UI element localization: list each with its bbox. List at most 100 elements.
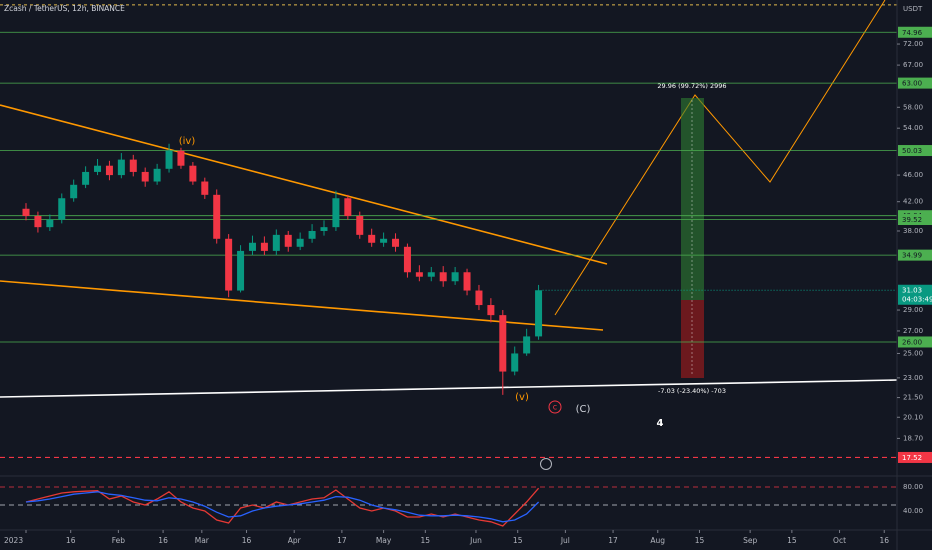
profit-zone [681, 98, 704, 300]
candle-body [320, 227, 328, 231]
x-tick-label: 15 [421, 536, 431, 545]
candle-body [475, 290, 483, 306]
wave-label: (v) [515, 392, 529, 403]
candle-body [153, 168, 161, 182]
loss-label: -7.03 (-23.40%) -703 [658, 387, 726, 395]
rsi-line [25, 491, 540, 523]
candle-body [499, 315, 507, 372]
level-box [898, 249, 932, 261]
last-price-label: 31.03 [902, 286, 922, 294]
candle-body [260, 242, 268, 251]
last-price-box [898, 284, 932, 305]
x-tick-label: 2023 [4, 536, 23, 545]
rsi-tick-label: 80.00 [903, 483, 923, 491]
candle-body [94, 165, 102, 172]
candle-body [213, 194, 221, 239]
level-box [898, 77, 932, 89]
candle-body [70, 184, 78, 199]
y-tick-label: 38.00 [903, 227, 923, 235]
candle-body [189, 165, 197, 182]
candle-body [511, 353, 519, 372]
candle-body [332, 198, 340, 228]
candle-body [296, 238, 304, 247]
x-tick-label: 15 [695, 536, 705, 545]
wave-label: c [553, 403, 557, 412]
candle-body [34, 215, 42, 228]
candle-body [22, 208, 30, 216]
candle-body [344, 198, 352, 216]
wave-label: (iv) [179, 136, 196, 147]
level-box [898, 26, 932, 38]
x-tick-label: 16 [158, 536, 168, 545]
candle-body [141, 171, 149, 182]
candle-body [439, 272, 447, 282]
y-tick-label: 29.00 [903, 306, 923, 314]
rsi-line [25, 487, 540, 527]
candle-body [82, 171, 90, 185]
y-tick-label: 46.00 [903, 171, 923, 179]
countdown: 04:03:49 [902, 295, 932, 303]
x-tick-label: 15 [787, 536, 797, 545]
event-icon[interactable] [540, 458, 552, 470]
x-tick-label: 16 [66, 536, 76, 545]
candle-body [237, 250, 245, 291]
y-tick-label: 54.00 [903, 124, 923, 132]
level-box [898, 145, 932, 157]
candle-body [129, 159, 137, 172]
candle-body [427, 272, 435, 277]
candle-body [225, 238, 233, 291]
level-box [898, 336, 932, 348]
candle-body [284, 234, 292, 247]
candle-body [165, 150, 173, 169]
y-tick-label: 27.00 [903, 327, 923, 335]
wave-label: 4 [657, 418, 664, 429]
loss-zone [681, 300, 704, 378]
level-label: 63.00 [902, 80, 922, 88]
currency-label: USDT [903, 5, 923, 13]
candle-body [535, 290, 543, 337]
candle-body [46, 219, 54, 228]
x-tick-label: Jun [469, 536, 482, 545]
y-tick-label: 58.00 [903, 103, 923, 111]
candle-body [356, 215, 364, 235]
level-label: 50.03 [902, 147, 922, 155]
x-tick-label: Feb [112, 536, 126, 545]
x-tick-label: Mar [195, 536, 210, 545]
x-tick-label: Apr [288, 536, 302, 545]
level-label: 26.00 [902, 338, 922, 346]
candle-body [392, 238, 400, 247]
wedge-upper [0, 104, 608, 265]
y-tick-label: 23.00 [903, 374, 923, 382]
candle-body [380, 238, 388, 243]
x-tick-label: Oct [833, 536, 846, 545]
projection-path [554, 0, 886, 316]
y-tick-label: 72.00 [903, 40, 923, 48]
level-label: 74.96 [902, 29, 923, 37]
x-tick-label: Jul [560, 536, 570, 545]
candle-body [272, 234, 280, 251]
candle-body [487, 305, 495, 316]
candle-body [308, 230, 316, 239]
x-tick-label: 16 [242, 536, 252, 545]
candle-body [201, 181, 209, 195]
level-label: 39.52 [902, 216, 922, 224]
y-tick-label: 25.00 [903, 349, 923, 357]
x-tick-label: Sep [743, 536, 757, 545]
candle-body [463, 272, 471, 291]
x-tick-label: 16 [879, 536, 889, 545]
x-tick-label: 17 [608, 536, 618, 545]
candle-body [177, 150, 185, 166]
wave-label: (C) [576, 404, 591, 415]
candle-body [451, 272, 459, 282]
candle-body [117, 159, 125, 176]
level-box [898, 214, 932, 226]
level-label: 17.52 [902, 454, 922, 462]
x-tick-label: 15 [513, 536, 523, 545]
y-tick-label: 42.00 [903, 198, 923, 206]
y-tick-label: 21.50 [903, 394, 923, 402]
candle-body [248, 242, 256, 251]
x-tick-label: May [376, 536, 392, 545]
profit-label: 29.96 (99.72%) 2996 [657, 82, 726, 90]
